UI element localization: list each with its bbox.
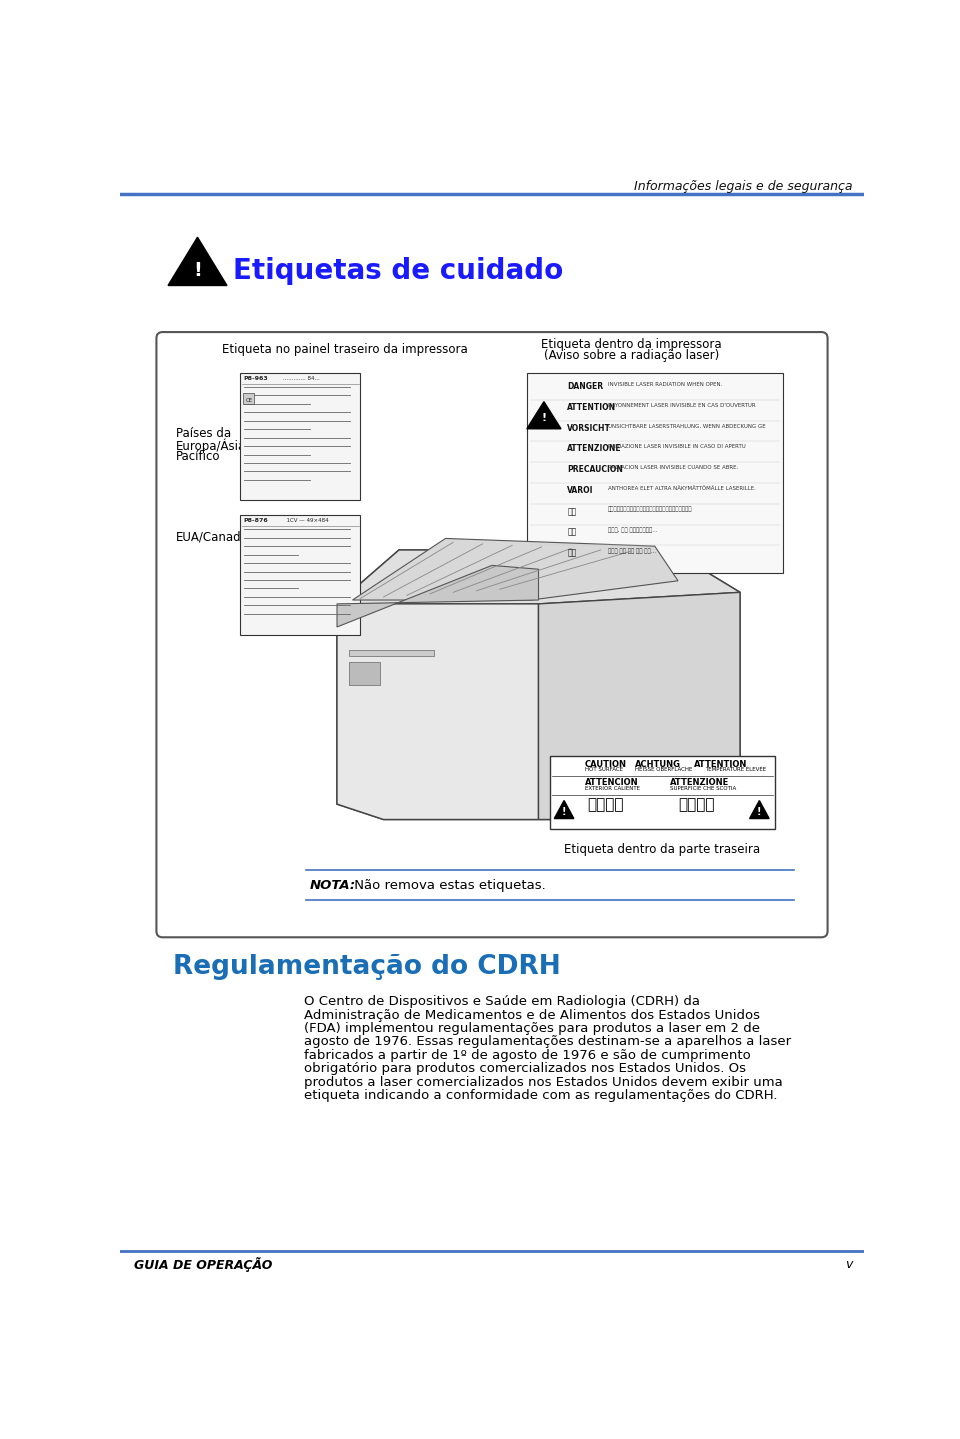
Text: HEISSE OBERFLÄCHE: HEISSE OBERFLÄCHE [636,767,693,773]
Text: 주의: 주의 [567,548,576,557]
Polygon shape [612,758,625,796]
Text: etiqueta indicando a conformidade com as regulamentações do CDRH.: etiqueta indicando a conformidade com as… [304,1089,778,1102]
Text: !: ! [193,262,202,281]
Text: VORSICHT: VORSICHT [567,423,612,433]
Text: Etiqueta dentro da impressora: Etiqueta dentro da impressora [541,338,722,351]
Text: O Centro de Dispositivos e Saúde em Radiologia (CDRH) da: O Centro de Dispositivos e Saúde em Radi… [304,994,701,1009]
Polygon shape [527,401,561,429]
Text: ACHTUNG: ACHTUNG [636,760,682,770]
Text: (Aviso sobre a radiação laser): (Aviso sobre a radiação laser) [544,350,719,363]
Text: HOT SURFACE: HOT SURFACE [585,767,623,773]
Text: VAROI: VAROI [567,486,593,495]
Text: v: v [845,1258,852,1271]
Polygon shape [337,550,740,604]
Polygon shape [750,800,769,819]
Bar [243,393,254,404]
Polygon shape [168,237,227,285]
Text: Não remova estas etiquetas.: Não remova estas etiquetas. [350,879,546,892]
Polygon shape [629,758,642,796]
Text: 고온주의: 고온주의 [588,797,624,812]
Text: UNSICHTBARE LASERSTRAHLUNG, WENN ABDECKUNG GE: UNSICHTBARE LASERSTRAHLUNG, WENN ABDECKU… [609,423,766,429]
Polygon shape [352,538,678,600]
Text: RADIACION LASER INVISIBLE CUANDO SE ABRE.: RADIACION LASER INVISIBLE CUANDO SE ABRE… [609,465,738,471]
Text: EUA/Canadá: EUA/Canadá [176,531,249,544]
Text: produtos a laser comercializados nos Estados Unidos devem exibir uma: produtos a laser comercializados nos Est… [304,1076,783,1089]
Polygon shape [337,550,740,819]
Text: PRECAUCION: PRECAUCION [567,465,623,475]
Text: ............. 84...: ............. 84... [283,376,320,381]
Text: fabricados a partir de 1º de agosto de 1976 e são de cumprimento: fabricados a partir de 1º de agosto de 1… [304,1049,752,1062]
Bar [348,650,434,656]
Text: Europa/Ásia/: Europa/Ásia/ [176,439,250,453]
Text: ATTENZIONE: ATTENZIONE [567,445,622,453]
Text: RADIAZIONE LASER INVISIBILE IN CASO DI APERTU: RADIAZIONE LASER INVISIBILE IN CASO DI A… [609,445,746,449]
Polygon shape [645,758,660,796]
Bar [240,373,360,499]
Text: agosto de 1976. Essas regulamentações destinam-se a aparelhos a laser: agosto de 1976. Essas regulamentações de… [304,1036,792,1049]
Bar [550,757,775,829]
Text: ATTENZIONE: ATTENZIONE [670,778,730,787]
Text: obrigatório para produtos comercializados nos Estados Unidos. Os: obrigatório para produtos comercializado… [304,1062,747,1075]
Text: RAYONNEMENT LASER INVISIBLE EN CAS D'OUVERTUR: RAYONNEMENT LASER INVISIBLE EN CAS D'OUV… [609,403,756,407]
Text: Pacífico: Pacífico [176,450,220,463]
Polygon shape [337,566,539,627]
Text: TEMPERATURE ÉLEVÉE: TEMPERATURE ÉLEVÉE [706,767,766,773]
Text: ATTENCION: ATTENCION [585,778,638,787]
Text: 1CV — 49×484: 1CV — 49×484 [283,518,328,524]
Text: 이경고, 警告 注意，이不可能...: 이경고, 警告 注意，이不可能... [609,528,658,534]
Text: P8-876: P8-876 [243,518,268,524]
Bar [240,515,360,635]
Text: ATTENTION: ATTENTION [693,760,747,770]
Text: !: ! [757,807,761,816]
Text: （このカバーを開けると、レーザー光線が照射されます。: （このカバーを開けると、レーザー光線が照射されます。 [609,507,693,512]
Text: EXTERIOR CALIENTE: EXTERIOR CALIENTE [585,786,640,790]
Text: Etiqueta no painel traseiro da impressora: Etiqueta no painel traseiro da impressor… [222,342,468,355]
Text: ANTHOREA ELET ALTRA NÄKYMÄTTÖMÄLLE LASERILLE.: ANTHOREA ELET ALTRA NÄKYMÄTTÖMÄLLE LASER… [609,486,756,491]
Polygon shape [594,758,609,796]
Bar [527,373,782,573]
Text: GUIA DE OPERAÇÃO: GUIA DE OPERAÇÃO [134,1258,273,1272]
Text: Regulamentação do CDRH: Regulamentação do CDRH [173,954,561,980]
Text: Etiqueta dentro da parte traseira: Etiqueta dentro da parte traseira [564,843,760,856]
Text: DANGER: DANGER [567,383,603,391]
Text: 레이저 광선 위험 제한 이내...: 레이저 광선 위험 제한 이내... [609,548,657,554]
Text: CAUTION: CAUTION [585,760,627,770]
Text: !: ! [541,413,546,423]
Text: NOTA:: NOTA: [310,879,356,892]
Text: 警告: 警告 [567,507,576,515]
Text: SUPERFICIE CHE SCOTIA: SUPERFICIE CHE SCOTIA [670,786,736,790]
Polygon shape [539,593,740,819]
Polygon shape [554,800,574,819]
Text: Etiquetas de cuidado: Etiquetas de cuidado [233,256,564,285]
Text: 高温注意: 高温注意 [678,797,714,812]
Bar [348,662,379,685]
Text: Administração de Medicamentos e de Alimentos dos Estados Unidos: Administração de Medicamentos e de Alime… [304,1009,760,1022]
Text: INVISIBLE LASER RADIATION WHEN OPEN.: INVISIBLE LASER RADIATION WHEN OPEN. [609,383,723,387]
Polygon shape [337,604,539,819]
Text: ATTENTION: ATTENTION [567,403,616,412]
Text: !: ! [562,807,566,816]
Text: Informações legais e de segurança: Informações legais e de segurança [634,180,852,193]
Text: P8-963: P8-963 [243,376,268,381]
Text: Países da: Países da [176,427,231,440]
FancyBboxPatch shape [156,332,828,937]
Text: CE: CE [246,399,253,403]
Text: (FDA) implementou regulamentações para produtos a laser em 2 de: (FDA) implementou regulamentações para p… [304,1022,760,1035]
Polygon shape [577,758,591,796]
Text: 警告: 警告 [567,528,576,537]
